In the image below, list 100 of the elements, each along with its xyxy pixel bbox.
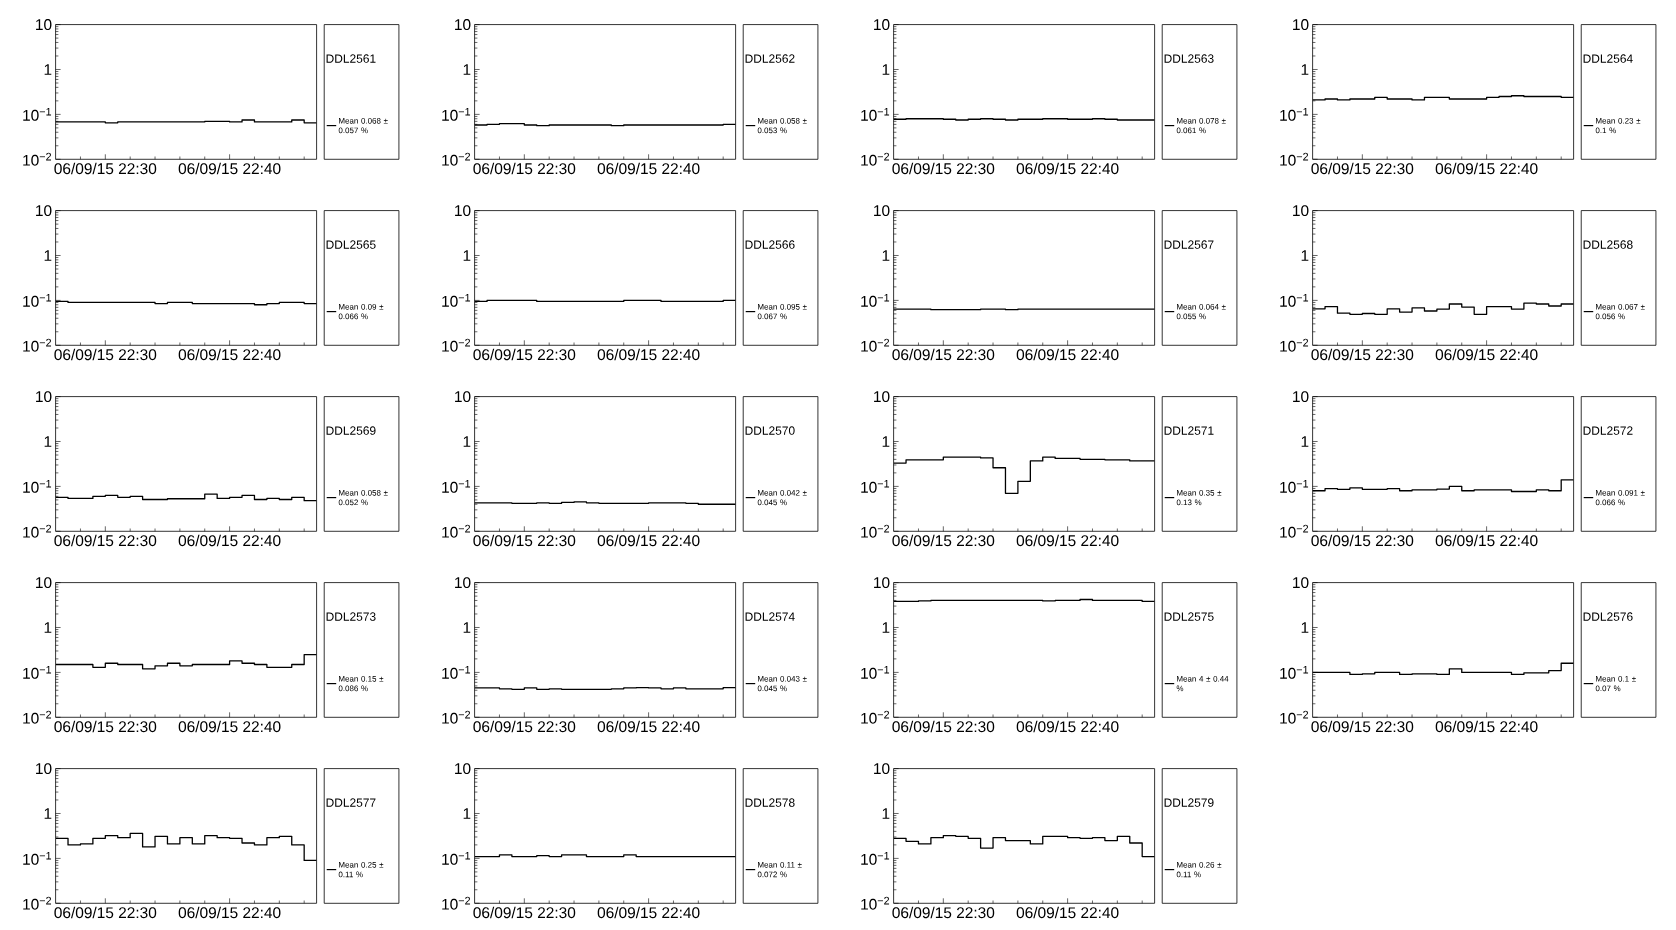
legend-title: DDL2566 bbox=[745, 240, 795, 249]
y-tick-label: 10 bbox=[874, 391, 890, 403]
x-tick-label: 06/09/15 22:30 bbox=[892, 534, 995, 547]
y-tick-label: 10 bbox=[1293, 391, 1309, 403]
y-tick-label: 1 bbox=[44, 436, 52, 447]
y-tick-label: 10$^{−2}$ bbox=[861, 152, 890, 166]
y-tick-label: 1 bbox=[463, 436, 471, 447]
y-tick-label: 1 bbox=[1301, 622, 1309, 633]
y-tick-label: 10 bbox=[455, 577, 471, 589]
x-tick-label: 06/09/15 22:30 bbox=[1311, 162, 1414, 175]
x-tick-label: 06/09/15 22:30 bbox=[54, 906, 157, 919]
legend-title: DDL2575 bbox=[1164, 612, 1214, 621]
y-tick-label: 10$^{−2}$ bbox=[861, 524, 890, 538]
y-tick-label: 10$^{−1}$ bbox=[23, 107, 52, 121]
y-tick-label: 10$^{−1}$ bbox=[23, 293, 52, 307]
y-tick-label: 1 bbox=[882, 250, 890, 261]
y-tick-label: 10 bbox=[1293, 577, 1309, 589]
y-tick-label: 10 bbox=[455, 763, 471, 775]
legend-title: DDL2563 bbox=[1164, 54, 1214, 63]
y-tick-label: 10 bbox=[455, 205, 471, 217]
y-tick-label: 10$^{−2}$ bbox=[442, 524, 471, 538]
x-tick-label: 06/09/15 22:40 bbox=[1016, 162, 1119, 175]
y-tick-label: 1 bbox=[44, 250, 52, 261]
y-tick-label: 1 bbox=[1301, 64, 1309, 75]
y-tick-label: 10$^{−2}$ bbox=[23, 152, 52, 166]
y-tick-label: 1 bbox=[882, 622, 890, 633]
y-tick-label: 10$^{−2}$ bbox=[442, 152, 471, 166]
x-tick-label: 06/09/15 22:30 bbox=[1311, 720, 1414, 733]
y-tick-label: 1 bbox=[882, 64, 890, 75]
y-tick-label: 10 bbox=[1293, 19, 1309, 31]
x-tick-label: 06/09/15 22:40 bbox=[178, 162, 281, 175]
x-tick-label: 06/09/15 22:30 bbox=[892, 348, 995, 361]
x-tick-label: 06/09/15 22:40 bbox=[1016, 720, 1119, 733]
legend-title: DDL2561 bbox=[326, 54, 376, 63]
x-tick-label: 06/09/15 22:30 bbox=[892, 906, 995, 919]
legend-title: DDL2573 bbox=[326, 612, 376, 621]
y-tick-label: 10$^{−2}$ bbox=[861, 338, 890, 352]
y-tick-label: 10$^{−2}$ bbox=[1280, 710, 1309, 724]
y-tick-label: 10 bbox=[36, 19, 52, 31]
x-tick-label: 06/09/15 22:30 bbox=[1311, 534, 1414, 547]
y-tick-label: 10 bbox=[874, 205, 890, 217]
y-tick-label: 10 bbox=[455, 19, 471, 31]
y-tick-label: 10$^{−2}$ bbox=[23, 710, 52, 724]
legend-title: DDL2567 bbox=[1164, 240, 1214, 249]
x-tick-label: 06/09/15 22:40 bbox=[1016, 534, 1119, 547]
y-tick-label: 10 bbox=[874, 763, 890, 775]
x-tick-label: 06/09/15 22:40 bbox=[1435, 162, 1538, 175]
legend-title: DDL2574 bbox=[745, 612, 795, 621]
y-tick-label: 10 bbox=[36, 391, 52, 403]
y-tick-label: 1 bbox=[463, 808, 471, 819]
x-tick-label: 06/09/15 22:30 bbox=[473, 906, 576, 919]
legend-title: DDL2564 bbox=[1583, 54, 1633, 63]
y-tick-label: 10 bbox=[455, 391, 471, 403]
y-tick-label: 10 bbox=[1293, 205, 1309, 217]
legend-title: DDL2577 bbox=[326, 798, 376, 807]
y-tick-label: 10$^{−2}$ bbox=[442, 338, 471, 352]
legend-title: DDL2568 bbox=[1583, 240, 1633, 249]
y-tick-label: 10$^{−2}$ bbox=[861, 710, 890, 724]
x-tick-label: 06/09/15 22:30 bbox=[473, 348, 576, 361]
y-tick-label: 10$^{−1}$ bbox=[23, 479, 52, 493]
y-tick-label: 1 bbox=[44, 622, 52, 633]
y-tick-label: 10$^{−1}$ bbox=[861, 852, 890, 865]
legend-title: DDL2562 bbox=[745, 54, 795, 63]
y-tick-label: 10$^{−1}$ bbox=[1280, 107, 1309, 121]
x-tick-label: 06/09/15 22:40 bbox=[597, 162, 700, 175]
y-tick-label: 10$^{−2}$ bbox=[1280, 152, 1309, 166]
y-tick-label: 10 bbox=[36, 577, 52, 589]
y-tick-label: 10$^{−2}$ bbox=[23, 896, 52, 910]
y-tick-label: 10 bbox=[36, 205, 52, 217]
legend-title: DDL2571 bbox=[1164, 426, 1214, 435]
x-tick-label: 06/09/15 22:40 bbox=[597, 720, 700, 733]
x-tick-label: 06/09/15 22:40 bbox=[597, 534, 700, 547]
legend-title: DDL2565 bbox=[326, 240, 376, 249]
legend-title: DDL2569 bbox=[326, 426, 376, 435]
x-tick-label: 06/09/15 22:40 bbox=[178, 534, 281, 547]
y-tick-label: 10$^{−1}$ bbox=[861, 666, 890, 679]
y-tick-label: 10$^{−1}$ bbox=[861, 293, 890, 307]
y-tick-label: 1 bbox=[463, 622, 471, 633]
y-tick-label: 10 bbox=[874, 19, 890, 31]
legend-title: DDL2572 bbox=[1583, 426, 1633, 435]
y-tick-label: 1 bbox=[463, 250, 471, 261]
x-tick-label: 06/09/15 22:30 bbox=[1311, 348, 1414, 361]
legend-title: DDL2570 bbox=[745, 426, 795, 435]
y-tick-label: 10$^{−1}$ bbox=[1280, 479, 1309, 493]
y-tick-label: 1 bbox=[463, 64, 471, 75]
y-tick-label: 1 bbox=[882, 436, 890, 447]
x-tick-label: 06/09/15 22:40 bbox=[1435, 720, 1538, 733]
y-tick-label: 10 bbox=[874, 577, 890, 589]
x-tick-label: 06/09/15 22:30 bbox=[473, 720, 576, 733]
x-tick-label: 06/09/15 22:40 bbox=[1435, 348, 1538, 361]
y-tick-label: 10$^{−1}$ bbox=[861, 479, 890, 493]
x-tick-label: 06/09/15 22:40 bbox=[1016, 906, 1119, 919]
y-tick-label: 10$^{−1}$ bbox=[442, 293, 471, 307]
y-tick-label: 10$^{−1}$ bbox=[861, 107, 890, 121]
x-tick-label: 06/09/15 22:30 bbox=[54, 348, 157, 361]
y-tick-label: 1 bbox=[44, 808, 52, 819]
y-tick-label: 10$^{−2}$ bbox=[442, 896, 471, 910]
y-tick-label: 10$^{−1}$ bbox=[442, 666, 471, 679]
y-tick-label: 10$^{−2}$ bbox=[1280, 524, 1309, 538]
y-tick-label: 1 bbox=[1301, 436, 1309, 447]
